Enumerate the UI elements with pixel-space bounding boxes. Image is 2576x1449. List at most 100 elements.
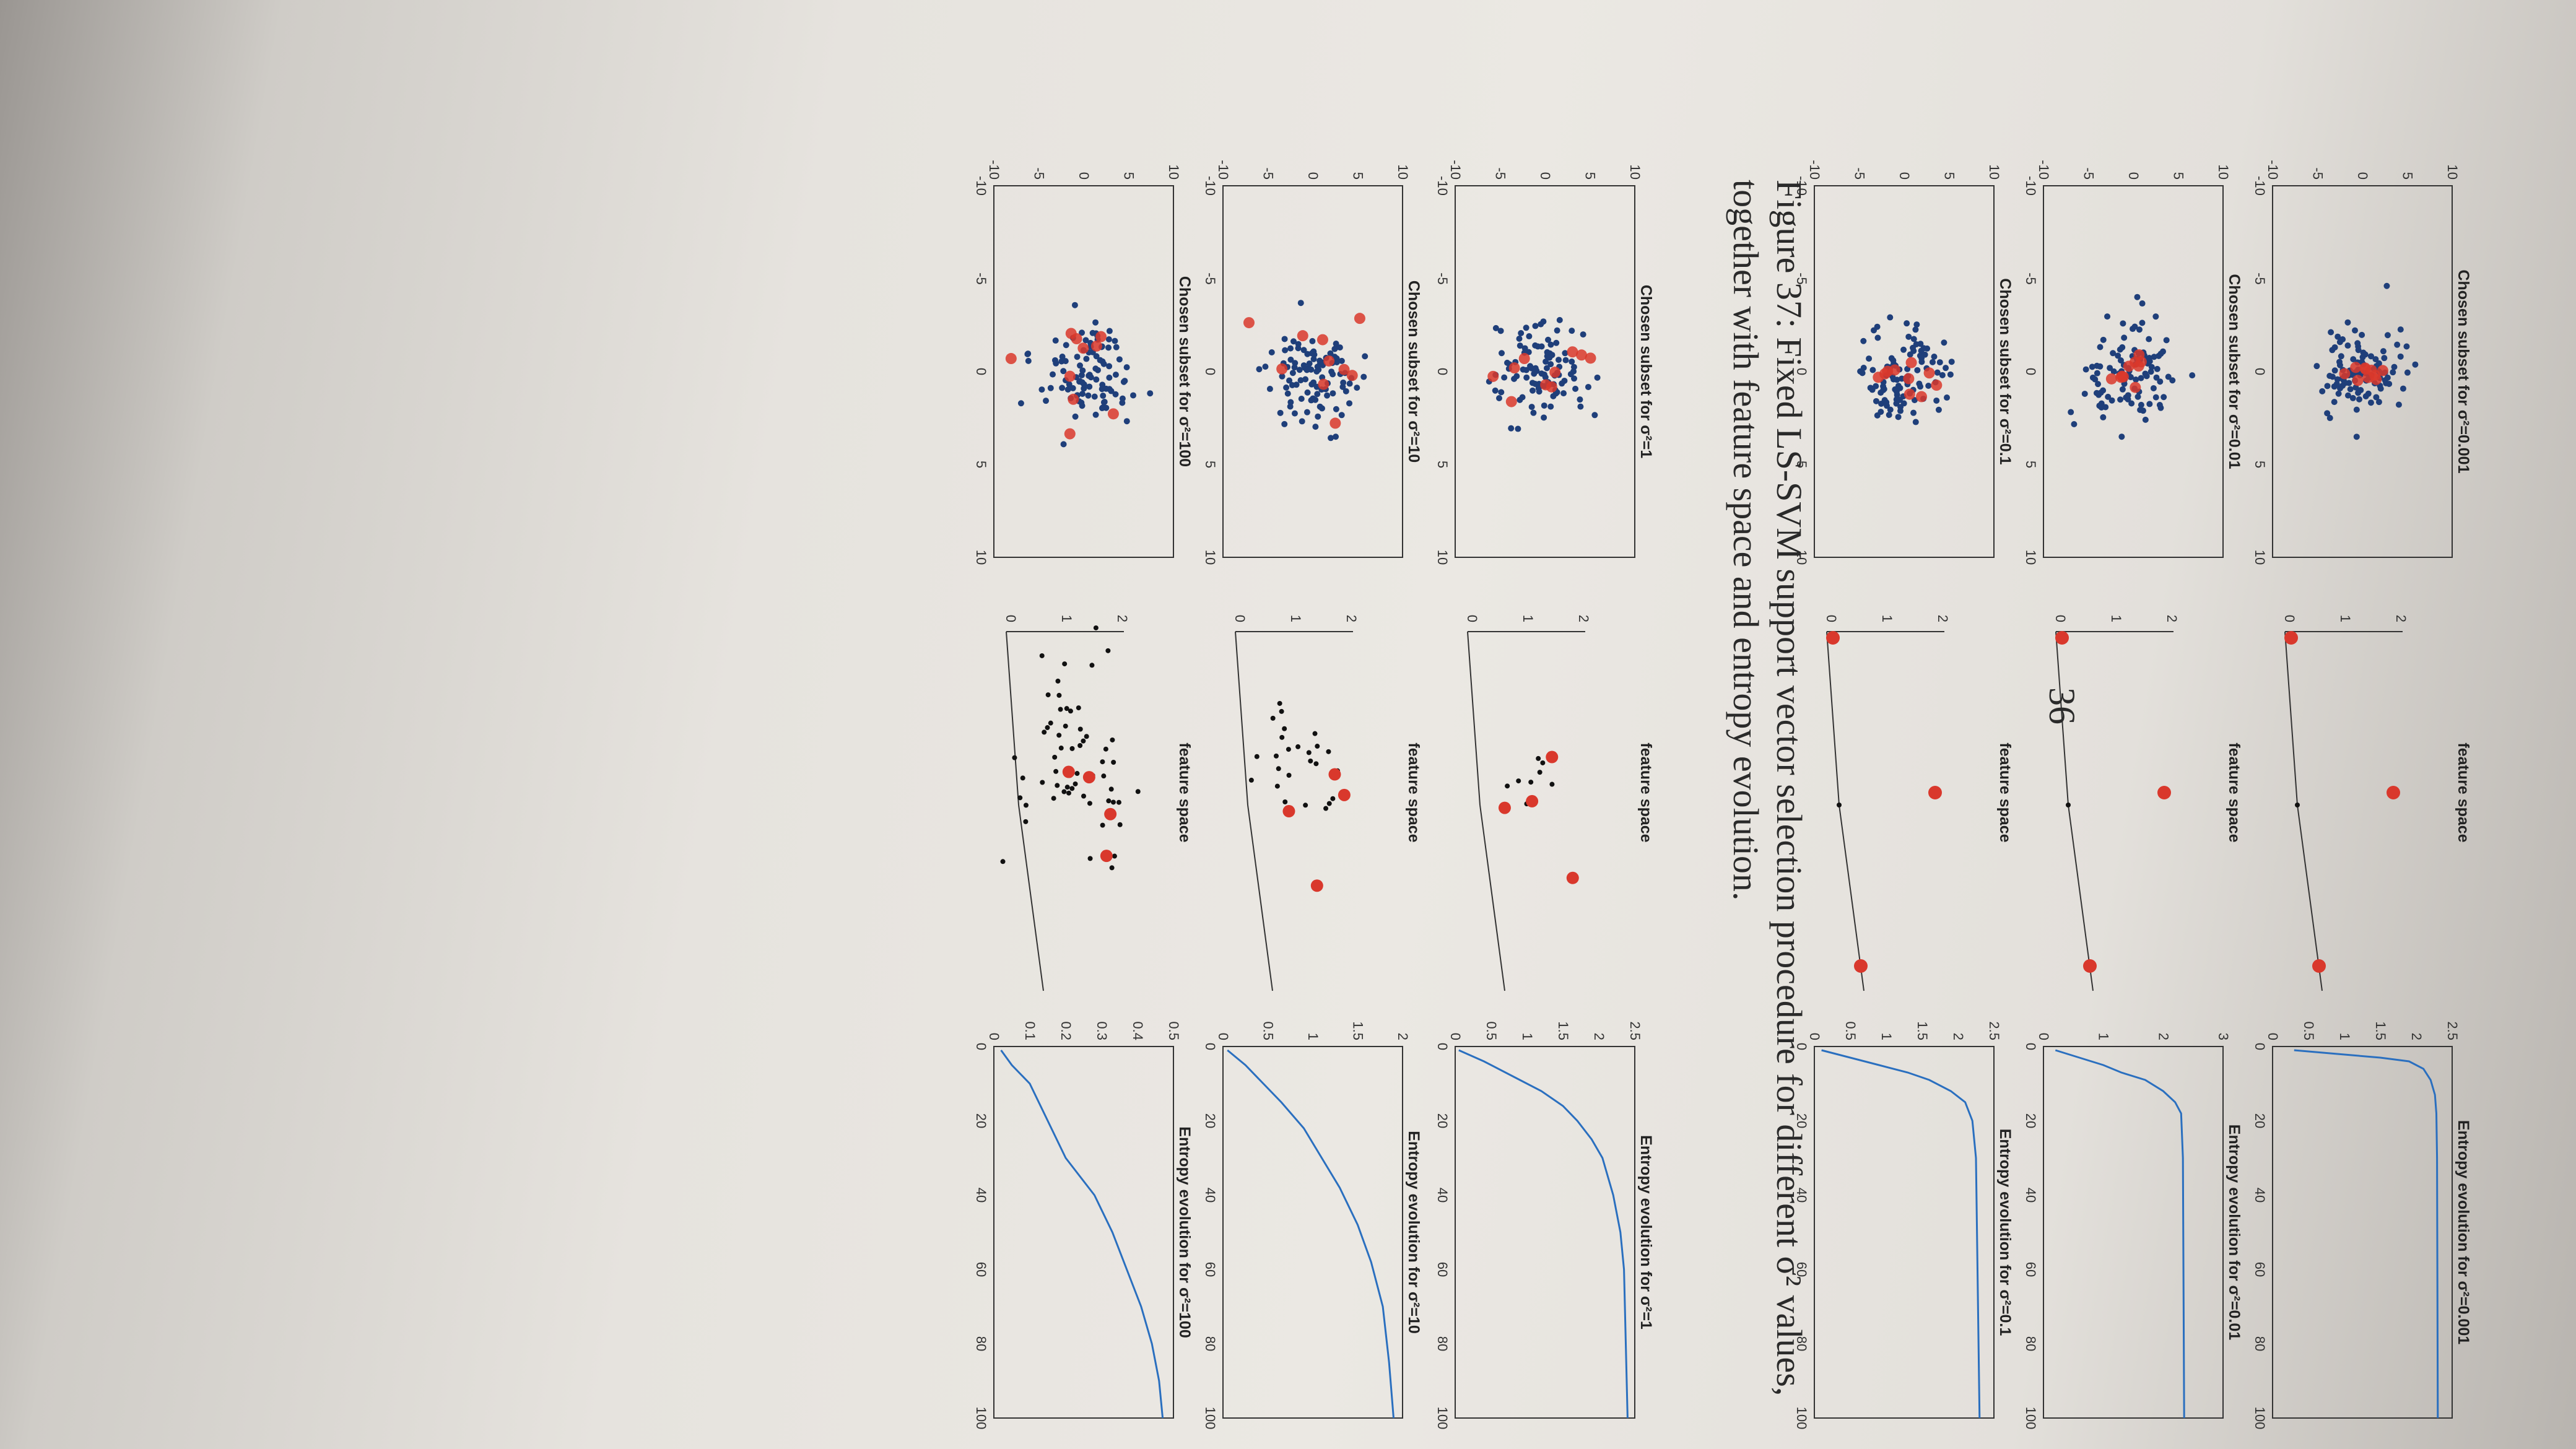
- feature-chosen-point: [1104, 807, 1117, 820]
- chosen-point: [1316, 334, 1328, 346]
- scatter-axes-box: [1814, 185, 1995, 558]
- chosen-point: [2350, 362, 2362, 373]
- data-point: [1287, 399, 1294, 406]
- data-point: [1099, 381, 1106, 388]
- feature-point: [1100, 822, 1105, 828]
- data-point: [1499, 350, 1505, 357]
- feature-point: [1074, 771, 1080, 777]
- entropy-ytick: 1.5: [1556, 1021, 1571, 1040]
- data-point: [2353, 406, 2360, 413]
- data-point: [2153, 374, 2160, 381]
- data-point: [1017, 400, 1024, 407]
- entropy-xtick: 100: [973, 1407, 989, 1430]
- data-point: [1064, 386, 1071, 393]
- data-point: [1947, 371, 1954, 378]
- data-point: [1116, 356, 1123, 363]
- feature-axis-y: [1479, 804, 1505, 991]
- entropy-panel: Entropy evolution for σ²=100 0 20 40 60 80 100…: [973, 1021, 1193, 1429]
- entropy-xtick: 100: [1203, 1407, 1218, 1430]
- data-point: [2128, 400, 2135, 407]
- data-point: [1541, 402, 1547, 409]
- scatter-xtick: -5: [1794, 272, 1809, 285]
- scatter-xtick: 0: [1435, 368, 1450, 375]
- data-point: [1060, 441, 1067, 448]
- data-point: [2394, 341, 2401, 348]
- feature-point: [1537, 770, 1543, 775]
- feature-chosen-point: [1100, 850, 1113, 863]
- scatter-ytick: -10: [1448, 160, 1463, 180]
- data-point: [1082, 337, 1089, 344]
- data-point: [2334, 333, 2341, 340]
- entropy-xtick: 60: [1794, 1262, 1809, 1277]
- feature-chosen-point: [1546, 751, 1559, 764]
- scatter-xtick: 5: [2252, 461, 2268, 468]
- data-point: [2397, 326, 2404, 333]
- feature-point: [1077, 742, 1083, 748]
- data-point: [2372, 356, 2379, 363]
- data-point: [1897, 404, 1904, 411]
- chosen-point: [1346, 370, 1358, 381]
- feature-point: [1276, 766, 1281, 772]
- scatter-xtick: 5: [2023, 461, 2039, 468]
- entropy-panel: Entropy evolution for σ²=0.0010204060801…: [2252, 1021, 2472, 1429]
- entropy-curve: [2055, 1049, 2185, 1419]
- data-point: [2148, 363, 2155, 370]
- data-point: [1333, 406, 1339, 412]
- entropy-xtick: 40: [2023, 1188, 2039, 1203]
- scatter-axes-box: [993, 185, 1174, 558]
- feature-point: [1081, 793, 1086, 799]
- data-point: [2331, 399, 2338, 406]
- data-point: [2324, 410, 2331, 417]
- data-point: [1328, 435, 1334, 442]
- data-point: [2098, 404, 2105, 411]
- data-point: [1933, 397, 1940, 404]
- data-point: [1123, 364, 1130, 371]
- feature-point: [2066, 803, 2071, 807]
- data-point: [1038, 386, 1045, 393]
- entropy-axes-box: [1222, 1046, 1403, 1419]
- data-point: [1362, 353, 1368, 360]
- feature-point: [1105, 648, 1111, 653]
- scatter-xtick: -10: [2252, 176, 2268, 196]
- scatter-ytick: -5: [1261, 167, 1276, 180]
- scatter-ytick: -10: [1807, 160, 1822, 180]
- data-point: [1886, 412, 1892, 419]
- feature-point: [1087, 801, 1092, 806]
- data-point: [2125, 392, 2131, 399]
- data-point: [1286, 377, 1293, 384]
- scatter-xtick: 10: [973, 550, 989, 565]
- entropy-xtick: 20: [2023, 1113, 2039, 1128]
- data-point: [1917, 383, 1924, 390]
- entropy-xtick: 80: [2252, 1336, 2268, 1351]
- data-point: [2359, 354, 2366, 360]
- feature-point: [1055, 678, 1061, 684]
- scatter-xtick: 10: [1203, 550, 1218, 565]
- feature-point: [1064, 706, 1069, 711]
- data-point: [2334, 376, 2341, 383]
- data-point: [1577, 403, 1584, 410]
- data-point: [2092, 376, 2099, 383]
- data-point: [1518, 330, 1525, 337]
- data-point: [1532, 365, 1539, 372]
- data-point: [2147, 368, 2154, 375]
- data-point: [1515, 425, 1521, 432]
- feature-point: [1048, 720, 1053, 726]
- entropy-ytick: 0.5: [1166, 1021, 1181, 1040]
- feature-point: [1040, 780, 1045, 785]
- feature-ztick: 0: [1464, 615, 1480, 622]
- feature-axis-x: [1826, 631, 1840, 806]
- data-point: [2329, 347, 2336, 354]
- data-point: [1516, 336, 1523, 342]
- entropy-xtick: 60: [1203, 1262, 1218, 1277]
- data-point: [1873, 398, 1879, 404]
- data-point: [1266, 386, 1273, 393]
- data-point: [1567, 371, 1574, 378]
- scatter-ytick: 0: [1538, 172, 1553, 180]
- data-point: [1050, 371, 1056, 378]
- scatter-panel: Chosen subset for σ²=0.1 -10-10 -5 -5 0 0 5 5 10…: [1794, 160, 2014, 565]
- data-point: [2339, 382, 2346, 389]
- data-point: [1308, 397, 1315, 404]
- data-point: [1292, 360, 1299, 367]
- data-point: [2165, 373, 2172, 380]
- data-point: [1059, 385, 1066, 391]
